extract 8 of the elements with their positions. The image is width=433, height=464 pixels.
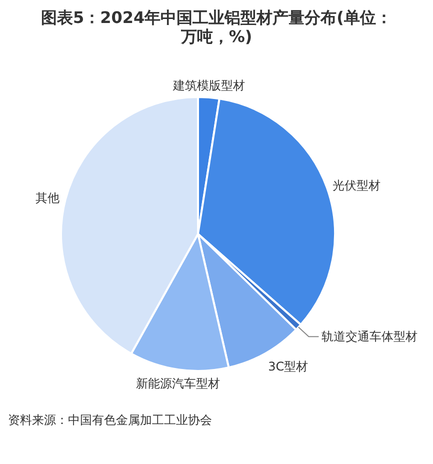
slice-label: 3C型材 [268, 360, 308, 374]
text: 资料来源：中国有色金属加工工业协会 [8, 412, 212, 429]
slice-label: 轨道交通车体型材 [322, 330, 418, 344]
slice-label: 新能源汽车型材 [136, 376, 220, 391]
slice-label: 建筑模版型材 [172, 78, 246, 92]
slice-label: 其他 [36, 191, 60, 205]
chart-title: 图表5：2024年中国工业铝型材产量分布(单位：万吨，%) [40, 8, 393, 46]
slice-label: 光伏型材 [332, 178, 381, 193]
